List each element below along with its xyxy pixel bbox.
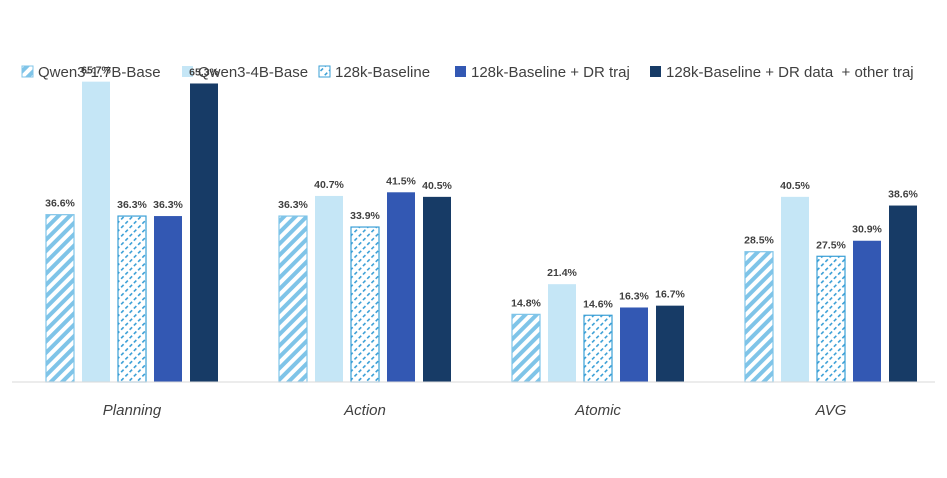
legend-item-1: Qwen3-1.7B-Base	[21, 64, 161, 81]
bar-avg-series-1	[744, 251, 774, 383]
value-label-action-series-2: 40.7%	[314, 179, 344, 191]
bar-action-series-5	[423, 196, 451, 382]
legend: Qwen3-1.7B-Base Qwen3-4B-Base 128k-Baselin…	[21, 64, 914, 81]
value-label-avg-series-5: 38.6%	[888, 189, 918, 201]
value-label-planning-series-1: 36.6%	[45, 198, 75, 210]
bar-avg-series-3	[816, 255, 846, 383]
value-label-planning-series-5: 65.3%	[189, 66, 219, 78]
legend-swatch-5	[650, 66, 661, 77]
bar-planning-series-4	[154, 216, 182, 382]
value-label-avg-series-4: 30.9%	[852, 224, 882, 236]
value-label-planning-series-3: 36.3%	[117, 199, 147, 211]
legend-swatch-4	[455, 66, 466, 77]
bar-atomic-series-1	[511, 313, 541, 383]
legend-label-5: 128k-Baseline + DR data + other traj	[666, 64, 914, 81]
legend-item-2: Qwen3-4B-Base	[182, 64, 308, 81]
category-label-planning: Planning	[103, 402, 162, 419]
bar-action-series-3	[350, 226, 380, 383]
legend-label-3: 128k-Baseline	[335, 64, 430, 81]
legend-swatch-3	[318, 65, 331, 78]
bar-avg-series-2	[781, 196, 809, 382]
bar-planning-series-3	[117, 215, 147, 383]
value-label-action-series-1: 36.3%	[278, 199, 308, 211]
bar-avg-series-4	[853, 240, 881, 382]
bar-planning-series-5	[190, 83, 218, 382]
bar-atomic-series-4	[620, 307, 648, 382]
value-label-atomic-series-3: 14.6%	[583, 298, 613, 310]
bar-planning-series-1	[45, 214, 75, 383]
value-label-avg-series-3: 27.5%	[816, 239, 846, 251]
legend-item-5: 128k-Baseline + DR data + other traj	[650, 64, 914, 81]
value-label-atomic-series-4: 16.3%	[619, 290, 649, 302]
legend-label-2: Qwen3-4B-Base	[198, 64, 308, 81]
legend-item-3: 128k-Baseline	[318, 64, 430, 81]
value-label-atomic-series-2: 21.4%	[547, 267, 577, 279]
category-labels: Planning Action Atomic AVG	[103, 402, 847, 419]
bar-action-series-4	[387, 192, 415, 382]
value-label-planning-series-4: 36.3%	[153, 199, 183, 211]
legend-swatch-2	[182, 66, 193, 77]
value-label-atomic-series-5: 16.7%	[655, 289, 685, 301]
category-label-avg: AVG	[815, 402, 847, 419]
value-labels: 36.6% 65.7% 36.3% 36.3% 65.3% 36.3% 40.7% 33.9%…	[45, 65, 918, 311]
value-label-avg-series-1: 28.5%	[744, 235, 774, 247]
legend-label-1: Qwen3-1.7B-Base	[38, 64, 161, 81]
bar-action-series-1	[278, 215, 308, 383]
legend-item-4: 128k-Baseline + DR traj	[455, 64, 630, 81]
value-label-action-series-4: 41.5%	[386, 175, 416, 187]
category-label-atomic: Atomic	[574, 402, 621, 419]
category-label-action: Action	[343, 402, 386, 419]
bar-planning-series-2	[82, 81, 110, 383]
bar-atomic-series-5	[656, 305, 684, 382]
value-label-action-series-3: 33.9%	[350, 210, 380, 222]
value-label-planning-series-2: 65.7%	[81, 65, 111, 77]
bar-avg-series-5	[889, 205, 917, 382]
value-label-action-series-5: 40.5%	[422, 180, 452, 192]
legend-label-4: 128k-Baseline + DR traj	[471, 64, 630, 81]
bar-atomic-series-3	[583, 314, 613, 383]
legend-swatch-1	[21, 65, 34, 78]
value-label-avg-series-2: 40.5%	[780, 180, 810, 192]
bar-atomic-series-2	[548, 284, 576, 382]
value-label-atomic-series-1: 14.8%	[511, 297, 541, 309]
bar-action-series-2	[315, 195, 343, 382]
bars	[45, 81, 917, 383]
